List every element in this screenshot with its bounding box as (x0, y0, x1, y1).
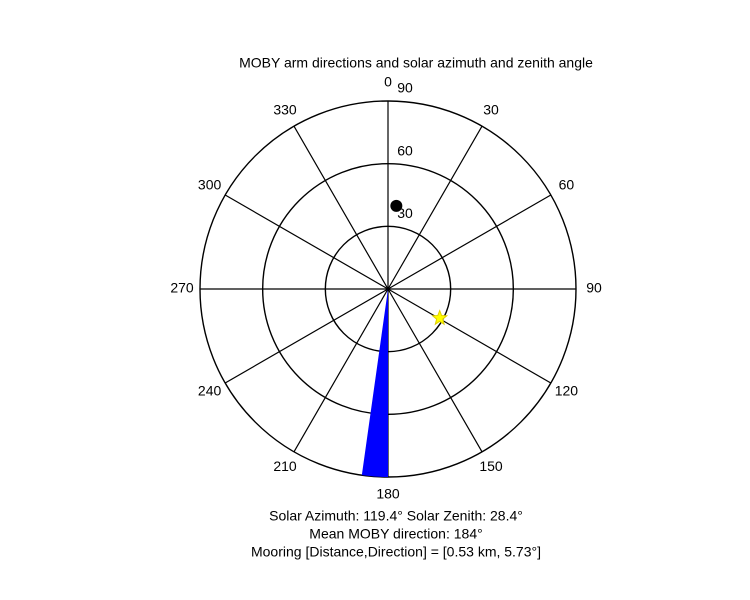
spoke (293, 125, 389, 290)
spoke (293, 288, 389, 453)
theta-tick-label: 0 (384, 74, 392, 90)
theta-tick-label: 240 (198, 383, 222, 399)
spoke (224, 194, 389, 290)
r-tick-label: 60 (397, 142, 413, 158)
spoke (224, 288, 389, 384)
spoke (387, 288, 483, 453)
spoke (387, 288, 552, 384)
theta-tick-label: 210 (273, 458, 297, 474)
spoke (387, 194, 552, 290)
moby-wedge (361, 289, 388, 477)
spoke (387, 125, 483, 290)
sun-marker (431, 309, 449, 326)
annotation: Mooring [Distance,Direction] = [0.53 km,… (251, 544, 541, 560)
annotation: Mean MOBY direction: 184° (309, 526, 482, 542)
theta-tick-label: 120 (555, 383, 579, 399)
theta-tick-label: 180 (376, 486, 400, 502)
theta-tick-label: 60 (559, 177, 575, 193)
theta-tick-label: 270 (170, 280, 194, 296)
chart-title: MOBY arm directions and solar azimuth an… (239, 55, 593, 71)
theta-tick-label: 30 (483, 101, 499, 117)
theta-tick-label: 150 (479, 458, 503, 474)
mooring-point (390, 199, 403, 212)
theta-tick-label: 90 (586, 280, 602, 296)
theta-tick-label: 330 (273, 101, 297, 117)
annotation: Solar Azimuth: 119.4° Solar Zenith: 28.4… (269, 508, 523, 524)
theta-tick-label: 300 (198, 177, 222, 193)
r-tick-label: 90 (397, 80, 413, 96)
